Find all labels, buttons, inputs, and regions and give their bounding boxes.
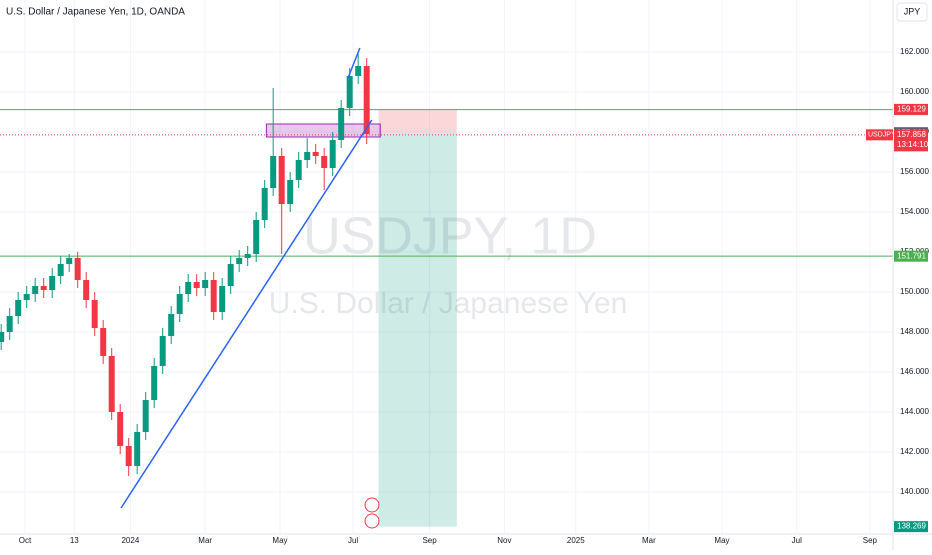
y-tick-label: 142.000 xyxy=(900,447,929,456)
x-tick-label: May xyxy=(714,536,729,545)
candle-body xyxy=(210,280,217,312)
candle-body xyxy=(363,66,370,134)
x-tick-label: 2025 xyxy=(567,536,585,545)
chart-title: U.S. Dollar / Japanese Yen, 1D, OANDA xyxy=(6,7,185,18)
candle-body xyxy=(244,254,251,258)
candle-body xyxy=(270,156,277,188)
candle-body xyxy=(6,316,13,332)
last-price-label: 157.858 xyxy=(897,130,926,139)
candle-body xyxy=(0,332,5,342)
y-tick-label: 140.000 xyxy=(900,487,929,496)
candle-body xyxy=(355,66,362,76)
candle-body xyxy=(159,336,166,366)
candle-body xyxy=(227,264,234,286)
candle-body xyxy=(219,286,226,312)
stop-price-label: 159.129 xyxy=(897,105,926,114)
trend-line xyxy=(347,47,361,79)
candle-body xyxy=(151,366,158,400)
y-tick-label: 144.000 xyxy=(900,407,929,416)
x-tick-label: Mar xyxy=(198,536,212,545)
event-icon[interactable] xyxy=(364,497,380,513)
x-tick-label: Sep xyxy=(863,536,878,545)
candle-body xyxy=(117,412,124,446)
y-tick-label: 160.000 xyxy=(900,87,929,96)
candle-body xyxy=(278,156,285,204)
candle-body xyxy=(57,264,64,276)
candle-body xyxy=(253,220,260,254)
candle-body xyxy=(134,432,141,466)
x-tick-label: Sep xyxy=(422,536,437,545)
candle-body xyxy=(32,286,39,294)
target-price-label: 138.269 xyxy=(897,522,926,531)
candle-body xyxy=(185,282,192,294)
y-tick-label: 150.000 xyxy=(900,287,929,296)
y-tick-label: 146.000 xyxy=(900,367,929,376)
x-tick-label: Jul xyxy=(348,536,358,545)
candle-body xyxy=(15,300,22,316)
candle-body xyxy=(125,446,132,466)
symbol-label-box xyxy=(866,129,893,141)
candle-body xyxy=(193,282,200,288)
candle-body xyxy=(287,180,294,204)
x-tick-label: Oct xyxy=(19,536,32,545)
candle-body xyxy=(142,400,149,432)
candle-body xyxy=(23,294,30,300)
x-tick-label: 2024 xyxy=(121,536,139,545)
candle-body xyxy=(49,276,56,290)
candle-body xyxy=(321,156,328,168)
y-tick-label: 156.000 xyxy=(900,167,929,176)
zone-rectangle xyxy=(265,123,381,138)
candle-body xyxy=(295,160,302,180)
candle-body xyxy=(108,356,115,412)
watermark-description: U.S. Dollar / Japanese Yen xyxy=(269,287,628,320)
y-tick-label: 148.000 xyxy=(900,327,929,336)
event-icon[interactable] xyxy=(364,513,380,529)
symbol-label: USDJPY xyxy=(868,132,896,139)
stop-zone xyxy=(378,109,457,133)
line-price-label-box xyxy=(894,250,928,262)
target-zone xyxy=(378,132,457,527)
trend-line xyxy=(120,119,373,509)
candle-body xyxy=(338,108,345,140)
candle-body xyxy=(168,314,175,336)
target-price-label-box xyxy=(894,521,928,533)
candle-body xyxy=(304,152,311,160)
y-tick-label: 162.000 xyxy=(900,47,929,56)
candle-body xyxy=(83,280,90,300)
candle-body xyxy=(329,140,336,168)
stop-price-label-box xyxy=(894,103,928,115)
candle-body xyxy=(100,328,107,356)
countdown-label: 13:14:10 xyxy=(897,140,929,149)
x-tick-label: Mar xyxy=(642,536,656,545)
candle-body xyxy=(66,258,73,264)
candle-body xyxy=(91,300,98,328)
x-tick-label: Jul xyxy=(792,536,802,545)
plot-area: USDJPY, 1DU.S. Dollar / Japanese Yen xyxy=(0,0,893,534)
candle-body xyxy=(261,188,268,220)
currency[interactable]: JPY xyxy=(904,6,921,16)
candle-body xyxy=(74,258,81,280)
candle-body xyxy=(312,152,319,156)
line-price-label: 151.791 xyxy=(897,251,926,260)
x-tick-label: 13 xyxy=(70,536,79,545)
currency-button[interactable] xyxy=(896,2,928,22)
candle-body xyxy=(346,76,353,108)
last-price-box xyxy=(894,129,928,152)
y-tick-label: 154.000 xyxy=(900,207,929,216)
x-tick-label: May xyxy=(272,536,287,545)
candle-body xyxy=(202,280,209,288)
x-tick-label: Nov xyxy=(497,536,511,545)
candle-body xyxy=(176,294,183,314)
candle-body xyxy=(236,258,243,264)
candle-body xyxy=(40,286,47,290)
